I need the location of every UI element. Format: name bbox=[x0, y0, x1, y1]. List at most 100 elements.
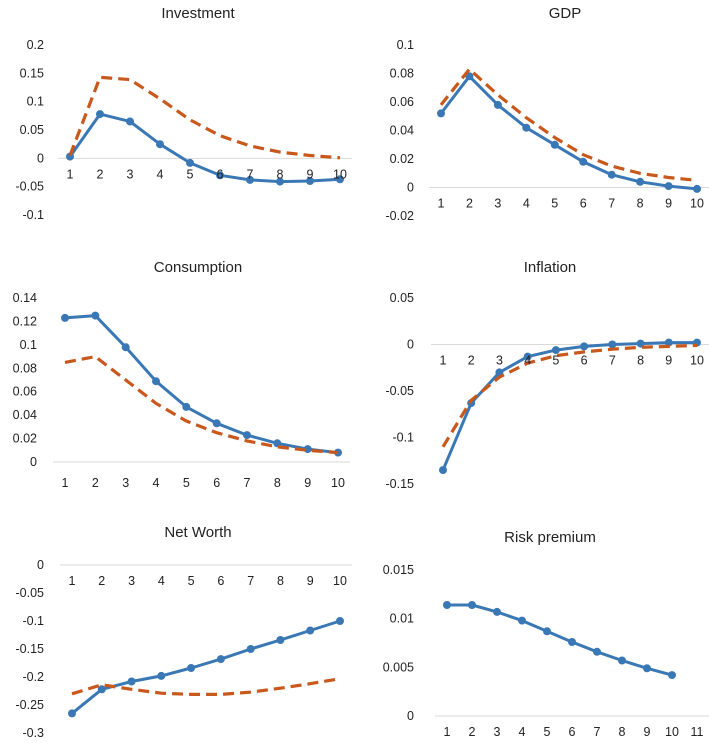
x-tick-label: 3 bbox=[128, 574, 135, 588]
data-point bbox=[182, 402, 191, 411]
x-tick-label: 2 bbox=[466, 197, 473, 211]
x-tick-label: 6 bbox=[217, 574, 224, 588]
x-tick-label: 2 bbox=[469, 725, 476, 739]
x-tick-label: 3 bbox=[127, 167, 134, 181]
chart-title: GDP bbox=[549, 5, 582, 22]
data-point bbox=[636, 177, 645, 186]
y-tick-label: 0.06 bbox=[13, 385, 37, 399]
data-point bbox=[273, 439, 282, 448]
y-tick-label: 0 bbox=[407, 338, 414, 352]
y-tick-label: 0 bbox=[37, 151, 44, 165]
x-tick-label: 6 bbox=[580, 197, 587, 211]
y-tick-label: -0.02 bbox=[386, 209, 415, 223]
x-tick-label: 1 bbox=[438, 197, 445, 211]
y-tick-label: 0.02 bbox=[390, 152, 414, 166]
y-tick-label: 0 bbox=[407, 709, 414, 723]
data-point bbox=[618, 656, 626, 665]
y-tick-label: 0.14 bbox=[13, 291, 37, 305]
x-tick-label: 6 bbox=[217, 167, 224, 181]
data-point bbox=[306, 177, 314, 185]
data-point bbox=[121, 343, 130, 352]
data-point bbox=[68, 709, 76, 718]
data-point bbox=[336, 617, 344, 625]
series-line-solid bbox=[68, 112, 341, 184]
x-tick-label: 8 bbox=[619, 725, 626, 739]
x-tick-label: 3 bbox=[494, 725, 501, 739]
x-tick-label: 1 bbox=[440, 354, 447, 368]
data-point bbox=[212, 419, 221, 428]
data-point bbox=[580, 342, 589, 351]
data-point bbox=[643, 664, 651, 673]
x-tick-label: 4 bbox=[157, 167, 164, 181]
data-point bbox=[636, 339, 645, 348]
data-point bbox=[127, 677, 136, 686]
x-tick-label: 11 bbox=[691, 725, 704, 739]
x-tick-label: 5 bbox=[188, 574, 195, 588]
data-point bbox=[579, 157, 588, 166]
y-tick-label: 0.05 bbox=[390, 291, 414, 305]
x-tick-label: 5 bbox=[552, 354, 559, 368]
data-point bbox=[550, 140, 559, 149]
x-tick-label: 1 bbox=[67, 167, 74, 181]
series-line-solid bbox=[447, 603, 673, 677]
x-tick-label: 7 bbox=[247, 167, 254, 181]
chart-title: Risk premium bbox=[504, 529, 596, 546]
x-tick-label: 9 bbox=[307, 574, 314, 588]
x-tick-label: 8 bbox=[277, 574, 284, 588]
y-tick-label: -0.05 bbox=[16, 180, 45, 194]
series-line-solid bbox=[441, 341, 697, 471]
data-point bbox=[664, 338, 673, 347]
y-tick-label: 0.04 bbox=[390, 124, 414, 138]
x-tick-label: 9 bbox=[307, 167, 314, 181]
x-tick-label: 3 bbox=[494, 197, 501, 211]
x-tick-label: 5 bbox=[544, 725, 551, 739]
y-tick-label: -0.25 bbox=[16, 698, 45, 712]
x-tick-label: 6 bbox=[569, 725, 576, 739]
y-tick-label: -0.05 bbox=[16, 586, 45, 600]
series-line-dashed bbox=[68, 75, 341, 160]
data-point bbox=[522, 123, 531, 132]
x-tick-label: 8 bbox=[637, 354, 644, 368]
data-point bbox=[443, 601, 451, 609]
y-tick-label: 0.05 bbox=[20, 123, 44, 137]
y-tick-label: -0.15 bbox=[16, 642, 45, 656]
y-tick-label: 0.06 bbox=[390, 95, 414, 109]
x-tick-label: 6 bbox=[213, 476, 220, 490]
data-point bbox=[551, 346, 560, 355]
x-tick-label: 10 bbox=[331, 476, 345, 490]
data-point bbox=[303, 445, 312, 454]
chart-panel: GDP 0.1 0.08 0.06 0.04 0.02 0 -0.02 1 2 3 4 5 6 7 8 9 10 bbox=[386, 5, 709, 223]
data-point bbox=[246, 645, 255, 653]
data-point bbox=[437, 109, 445, 118]
x-tick-label: 4 bbox=[158, 574, 165, 588]
chart-panel: Net Worth 0 -0.05 -0.1 -0.15 -0.2 -0.25 -0.3 1 2 3… bbox=[16, 524, 352, 740]
x-tick-label: 7 bbox=[608, 197, 615, 211]
chart-title: Investment bbox=[161, 5, 235, 22]
y-tick-label: 0.1 bbox=[20, 338, 37, 352]
y-tick-label: -0.1 bbox=[392, 431, 414, 445]
data-point bbox=[187, 664, 196, 672]
y-tick-label: 0.2 bbox=[27, 38, 44, 52]
x-tick-label: 7 bbox=[244, 476, 251, 490]
data-point bbox=[543, 627, 551, 636]
x-tick-label: 4 bbox=[519, 725, 526, 739]
y-tick-label: 0 bbox=[407, 181, 414, 195]
series-line-solid bbox=[64, 314, 339, 455]
data-point bbox=[465, 72, 474, 81]
series-line-dashed bbox=[64, 355, 339, 455]
x-tick-label: 3 bbox=[496, 354, 503, 368]
x-tick-label: 1 bbox=[69, 574, 76, 588]
data-point bbox=[216, 171, 224, 180]
x-tick-label: 8 bbox=[277, 167, 284, 181]
data-point bbox=[608, 340, 617, 349]
x-tick-label: 2 bbox=[97, 167, 104, 181]
data-point bbox=[693, 184, 701, 193]
data-point bbox=[152, 377, 160, 386]
series-line-solid bbox=[439, 74, 698, 191]
chart-title: Inflation bbox=[524, 259, 577, 276]
x-tick-label: 9 bbox=[644, 725, 651, 739]
x-tick-label: 5 bbox=[187, 167, 194, 181]
x-tick-label: 9 bbox=[304, 476, 311, 490]
x-tick-label: 10 bbox=[690, 354, 704, 368]
chart-panel: Investment 0.2 0.15 0.1 0.05 0 -0.05 -0.1 1 2 3 4 5 6… bbox=[16, 5, 352, 222]
